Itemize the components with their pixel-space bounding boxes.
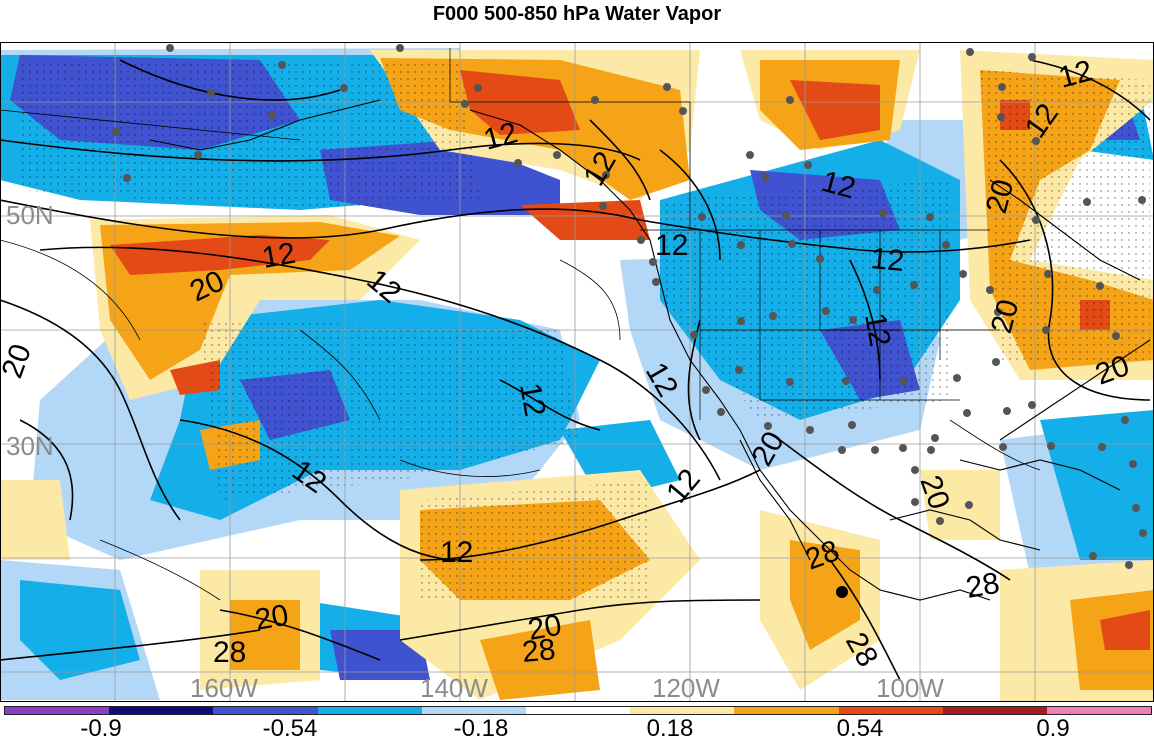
- lon-label-100w: 100W: [876, 673, 944, 703]
- lon-label-120w: 120W: [652, 673, 720, 703]
- colorbar-segment: [317, 707, 422, 714]
- contour-label: 12: [513, 380, 551, 419]
- coastlines: [149, 99, 1151, 601]
- colorbar-segment: [630, 707, 735, 714]
- thin-contours: [0, 109, 1041, 601]
- colorbar-tick-label: 0.54: [836, 715, 884, 742]
- water-vapor-contours: [0, 59, 1151, 681]
- map-title: F000 500-850 hPa Water Vapor: [432, 3, 722, 25]
- contour-label: 28: [213, 636, 246, 669]
- lat-lon-labels: 50N 30N 160W 140W 120W 100W: [6, 200, 944, 703]
- colorbar-segment: [5, 707, 110, 714]
- contour-label: 12: [869, 242, 905, 278]
- contour-label: 28: [521, 633, 557, 669]
- colorbar-tick-label: -0.18: [453, 715, 509, 742]
- colorbar-segment: [838, 707, 943, 714]
- colorbar-segment: [525, 707, 631, 714]
- colorbar-tick-label: -0.9: [80, 715, 122, 742]
- colorbar-segment: [213, 707, 318, 714]
- lon-label-140w: 140W: [420, 673, 488, 703]
- colorbar-tick-label: 0.18: [646, 715, 694, 742]
- colorbar-segment: [942, 707, 1047, 714]
- lat-label-50n: 50N: [6, 200, 54, 230]
- station-markers: [112, 44, 1147, 569]
- contour-label: 12: [440, 536, 473, 569]
- contour-label: 28: [963, 567, 1002, 605]
- colorbar-segment: [734, 707, 839, 714]
- lon-label-160w: 160W: [190, 673, 258, 703]
- colorbar: [4, 706, 1152, 715]
- contour-label: 12: [858, 310, 896, 349]
- colorbar-tick-label: -0.54: [262, 715, 318, 742]
- highlight-station-marker: [836, 586, 848, 598]
- colorbar-segment: [1046, 707, 1152, 714]
- contour-label: 20: [525, 609, 564, 647]
- colorbar-segment: [109, 707, 214, 714]
- contour-label: 12: [655, 229, 688, 262]
- colorbar-tick-label: 0.9: [1036, 715, 1070, 742]
- colorbar-segment: [421, 707, 526, 714]
- lat-lon-grid: [0, 42, 1154, 702]
- lat-label-30n: 30N: [6, 431, 54, 461]
- contour-label: 20: [252, 599, 291, 637]
- contour-label: 12: [259, 237, 298, 275]
- colorbar-tick-labels: -0.9 -0.54 -0.18 0.18 0.54 0.9: [0, 716, 1154, 742]
